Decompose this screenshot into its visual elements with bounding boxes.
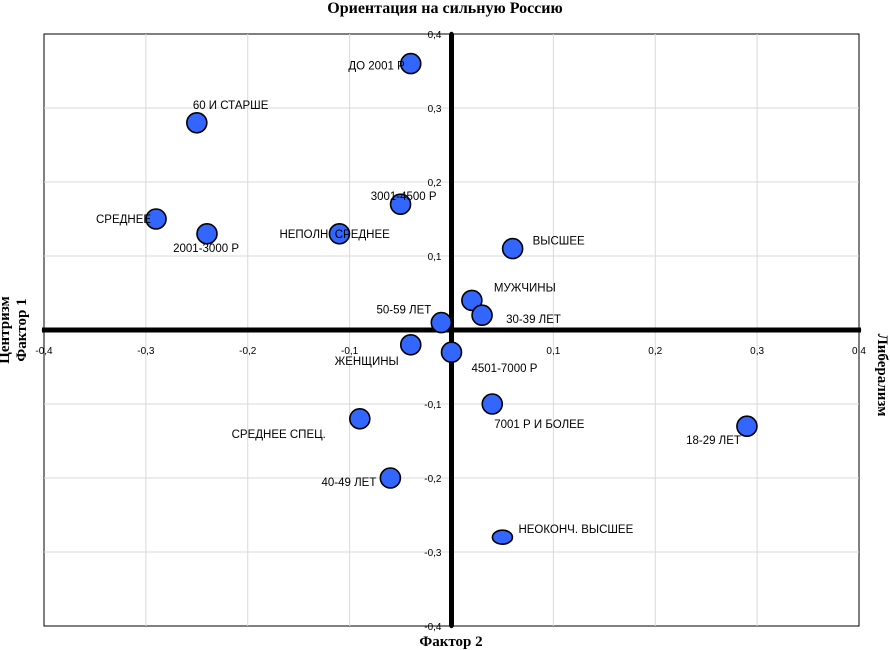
data-point <box>349 407 371 430</box>
point-label: 4501-7000 Р <box>472 363 538 375</box>
point-labels: ДО 2001 Р 60 И СТАРШЕ 3001-4500 Р СРЕДНЕЕ 20… <box>96 61 741 537</box>
data-point <box>145 208 167 230</box>
x-tick-label: -0,3 <box>137 346 155 357</box>
axes <box>41 31 862 629</box>
y-tick-label: 0,3 <box>428 104 442 115</box>
y-tick-mark <box>449 401 454 407</box>
x-tick-mark <box>449 327 454 333</box>
data-point <box>461 289 483 312</box>
point-label: НЕОКОНЧ. ВЫСШЕЕ <box>518 524 633 536</box>
point-label: 40-49 ЛЕТ <box>322 477 377 489</box>
data-points <box>145 52 758 546</box>
y-tick-label: -0,2 <box>424 474 442 485</box>
tick-labels: -0,4-0,3-0,2-0,100,10,20,30,4-0,4-0,3-0,… <box>35 30 866 633</box>
y-tick-mark <box>449 623 454 629</box>
data-point <box>399 52 422 75</box>
x-tick-label: -0,1 <box>341 346 359 357</box>
data-point <box>389 193 412 215</box>
y-tick-label: -0,3 <box>424 548 442 559</box>
x-tick-label: -0,4 <box>35 346 53 357</box>
x-tick-label: 0,2 <box>648 346 662 357</box>
data-point <box>186 112 208 134</box>
y-tick-label: 0,1 <box>428 252 442 263</box>
point-label: ВЫСШЕЕ <box>533 236 585 248</box>
data-point <box>328 223 351 245</box>
y-tick-mark <box>449 179 454 185</box>
data-point <box>440 341 463 364</box>
y-axis-title: Фактор 1 <box>14 298 30 361</box>
x-tick-label: 0,3 <box>750 346 764 357</box>
right-pole-label: Либерализм <box>874 334 890 417</box>
left-pole-label: Центризм <box>0 296 13 364</box>
y-tick-mark <box>449 105 454 111</box>
point-label: 18-29 ЛЕТ <box>686 435 741 447</box>
point-label: 2001-3000 Р <box>173 243 239 255</box>
x-tick-mark <box>856 327 862 333</box>
point-label: ЖЕНЩИНЫ <box>335 356 399 368</box>
x-tick-mark <box>653 327 658 333</box>
data-point <box>491 529 514 546</box>
chart-title: Ориентация на сильную Россию <box>327 0 562 17</box>
y-tick-label: -0,4 <box>424 622 442 633</box>
data-point <box>471 304 493 327</box>
y-tick-label: 0,4 <box>428 30 442 41</box>
point-label: 60 И СТАРШЕ <box>193 100 269 112</box>
x-tick-mark <box>347 327 352 333</box>
point-label: МУЖЧИНЫ <box>494 282 556 294</box>
data-point <box>196 223 218 245</box>
data-point <box>501 237 524 260</box>
x-tick-mark <box>754 327 760 333</box>
x-tick-mark <box>551 327 556 333</box>
data-point <box>399 333 422 356</box>
x-tick-label: 0,1 <box>546 346 560 357</box>
point-label: НЕПОЛН. СРЕДНЕЕ <box>279 229 390 241</box>
data-point <box>430 311 453 334</box>
data-point <box>736 415 758 438</box>
point-label: 50-59 ЛЕТ <box>376 305 431 317</box>
x-tick-mark <box>245 327 250 333</box>
y-tick-mark <box>449 549 454 555</box>
x-tick-mark <box>41 327 47 333</box>
y-tick-mark <box>449 31 454 37</box>
point-label: СРЕДНЕЕ СПЕЦ. <box>232 429 326 441</box>
y-tick-mark <box>449 253 454 259</box>
x-tick-mark <box>143 327 149 333</box>
data-point <box>379 467 402 489</box>
x-axis-title: Фактор 2 <box>419 634 482 650</box>
point-label: 30-39 ЛЕТ <box>506 314 561 326</box>
point-label: 7001 Р И БОЛЕЕ <box>494 419 585 431</box>
data-point <box>481 393 504 415</box>
y-tick-label: -0,1 <box>424 400 442 411</box>
point-label: 3001-4500 Р <box>371 191 437 203</box>
y-tick-label: 0,2 <box>428 178 442 189</box>
x-tick-label: -0,2 <box>239 346 257 357</box>
point-label: СРЕДНЕЕ <box>96 214 151 226</box>
y-tick-mark <box>449 475 454 481</box>
point-label: ДО 2001 Р <box>348 61 405 73</box>
x-tick-label: 0,4 <box>852 346 866 357</box>
